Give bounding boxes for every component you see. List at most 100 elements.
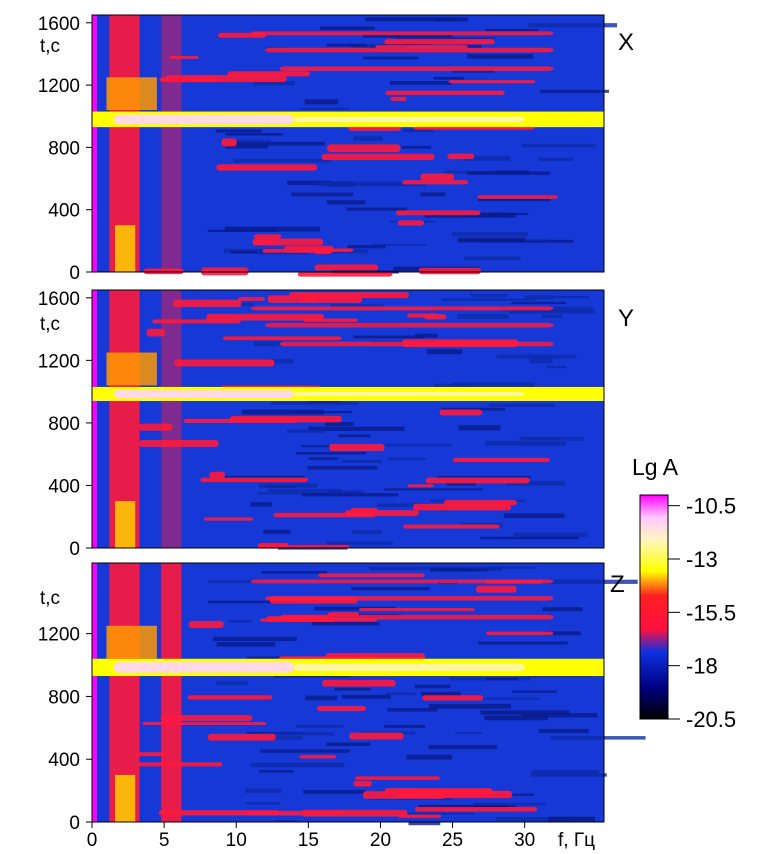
panel-y-red-streak bbox=[403, 524, 500, 529]
panel-x-red-streak bbox=[169, 55, 199, 59]
panel-z-dark-streak bbox=[421, 691, 461, 697]
panel-z-upper-red-band bbox=[250, 579, 554, 584]
colorbar-title: Lg A bbox=[632, 454, 679, 480]
panel-x-dark-streak bbox=[225, 133, 283, 136]
panel-x-low-freq-yellow bbox=[115, 225, 136, 272]
panel-x-dark-streak bbox=[403, 128, 434, 133]
panel-x-dark-streak bbox=[477, 198, 551, 202]
panel-z-red-streak bbox=[353, 780, 373, 787]
panel-z-y-ticks: 0 400 800 1200 bbox=[38, 625, 92, 834]
panel-y-dark-streak bbox=[484, 441, 566, 446]
panel-y-red-streak bbox=[257, 542, 289, 549]
panel-z-dark-streak bbox=[414, 684, 451, 689]
panel-x-y-tick-label: 0 bbox=[69, 263, 80, 284]
panel-x-dark-streak bbox=[224, 226, 320, 232]
panel-z-red-streak bbox=[317, 705, 367, 712]
x-tick-label: 0 bbox=[87, 830, 98, 851]
panel-x-dark-streak bbox=[233, 158, 332, 163]
panel-z-dark-streak bbox=[548, 816, 596, 822]
panel-x-dark-streak bbox=[452, 232, 528, 237]
panel-y-dark-streak bbox=[328, 490, 365, 494]
panel-y-dark-streak bbox=[437, 476, 531, 479]
panel-y-dark-streak bbox=[415, 333, 438, 338]
panel-y-dark-streak bbox=[506, 481, 565, 486]
panel-z-dark-streak bbox=[208, 600, 295, 604]
panel-z-red-streak bbox=[485, 631, 554, 636]
panel-x-red-streak bbox=[375, 45, 468, 49]
panel-y-dark-streak bbox=[307, 465, 378, 470]
panel-y-red-streak bbox=[443, 499, 517, 506]
panel-y-dark-streak bbox=[330, 304, 384, 309]
panel-x-red-streak bbox=[321, 153, 435, 161]
panel-x-dark-streak bbox=[424, 212, 516, 218]
panel-x-dark-streak bbox=[347, 245, 386, 249]
panel-z-red-streak bbox=[187, 695, 273, 700]
panel-z-dark-streak bbox=[305, 695, 338, 701]
panel-y-dark-streak bbox=[458, 425, 501, 431]
panel-z-dark-streak bbox=[369, 566, 466, 570]
panel-z-red-streak bbox=[414, 790, 491, 796]
panel-y-red-streak bbox=[406, 313, 438, 318]
panel-x: 0 400 800 1200 1600 t,c X bbox=[38, 14, 634, 284]
panel-y-dark-streak bbox=[496, 354, 577, 359]
panel-z-red-streak bbox=[349, 732, 404, 740]
panel-x-event-tail bbox=[293, 116, 525, 123]
panel-z-dark-streak bbox=[259, 770, 294, 773]
panel-y-red-streak bbox=[412, 503, 511, 511]
panel-x-dark-streak bbox=[365, 17, 456, 22]
panel-y-red-streak bbox=[203, 517, 254, 521]
panel-x-dark-streak bbox=[389, 81, 453, 85]
panel-x-event-core bbox=[113, 114, 294, 125]
panel-y-dark-streak bbox=[223, 475, 305, 480]
panel-y-y-tick-label: 800 bbox=[48, 414, 80, 435]
panel-x-dark-streak bbox=[287, 180, 331, 185]
panel-z-dark-streak bbox=[296, 724, 344, 728]
panel-z-red-streak bbox=[160, 715, 253, 722]
panel-z-dark-streak bbox=[428, 745, 497, 750]
panel-x-dark-streak bbox=[234, 141, 325, 146]
panel-z-y-tick-label: 400 bbox=[48, 750, 80, 771]
panel-z-red-streak bbox=[358, 608, 475, 612]
panel-y-red-streak bbox=[289, 292, 409, 299]
panel-x-dark-streak bbox=[215, 129, 262, 133]
panel-z-dark-streak bbox=[538, 728, 589, 734]
panel-x-y-tick-label: 800 bbox=[48, 138, 80, 159]
panel-z-dark-streak bbox=[341, 694, 391, 699]
panel-y-plot-area bbox=[92, 290, 604, 548]
x-tick-label: 5 bbox=[159, 830, 170, 851]
panel-x-red-streak bbox=[447, 153, 475, 160]
panel-y-event-tail bbox=[293, 391, 525, 397]
panel-x-dark-streak bbox=[300, 107, 349, 110]
panel-y-red-streak bbox=[200, 477, 309, 483]
panel-x-red-streak bbox=[385, 90, 505, 96]
colorbar-tick-label: -10.5 bbox=[686, 494, 736, 519]
panel-y-red-streak bbox=[206, 313, 325, 321]
colorbar-gradient bbox=[639, 494, 669, 720]
panel-z-dark-streak bbox=[208, 580, 262, 584]
panel-x-ylabel: t,c bbox=[40, 36, 60, 57]
panel-y-dark-streak bbox=[503, 513, 565, 518]
panel-x-dark-streak bbox=[521, 143, 596, 148]
x-tick-label: 15 bbox=[298, 830, 319, 851]
panel-x-y-tick-label: 400 bbox=[48, 201, 80, 222]
panel-z-event-core bbox=[113, 661, 294, 674]
panel-y-red-streak bbox=[139, 440, 219, 448]
panel-x-dark-streak bbox=[457, 237, 526, 243]
panel-y-dark-streak bbox=[547, 295, 590, 299]
panel-y-dark-streak bbox=[353, 335, 424, 339]
panel-z-red-streak bbox=[321, 679, 396, 687]
panel-x-dark-streak bbox=[291, 192, 354, 197]
panel-y-dark-streak bbox=[270, 401, 358, 405]
panel-y-upper-red-band bbox=[265, 322, 554, 328]
panel-x-y-tick-label: 1200 bbox=[38, 76, 80, 97]
panel-x-dark-streak bbox=[304, 99, 339, 105]
panel-z-red-streak bbox=[318, 573, 425, 578]
panel-y-frame bbox=[91, 289, 605, 549]
panel-z-dark-streak bbox=[326, 742, 371, 746]
panel-z-upper-red-band bbox=[279, 614, 554, 620]
panel-x-red-streak bbox=[253, 234, 282, 239]
panel-y-red-streak bbox=[452, 457, 550, 462]
panel-z-dark-streak bbox=[542, 607, 583, 612]
colorbar-tick-label: -20.5 bbox=[686, 707, 736, 732]
